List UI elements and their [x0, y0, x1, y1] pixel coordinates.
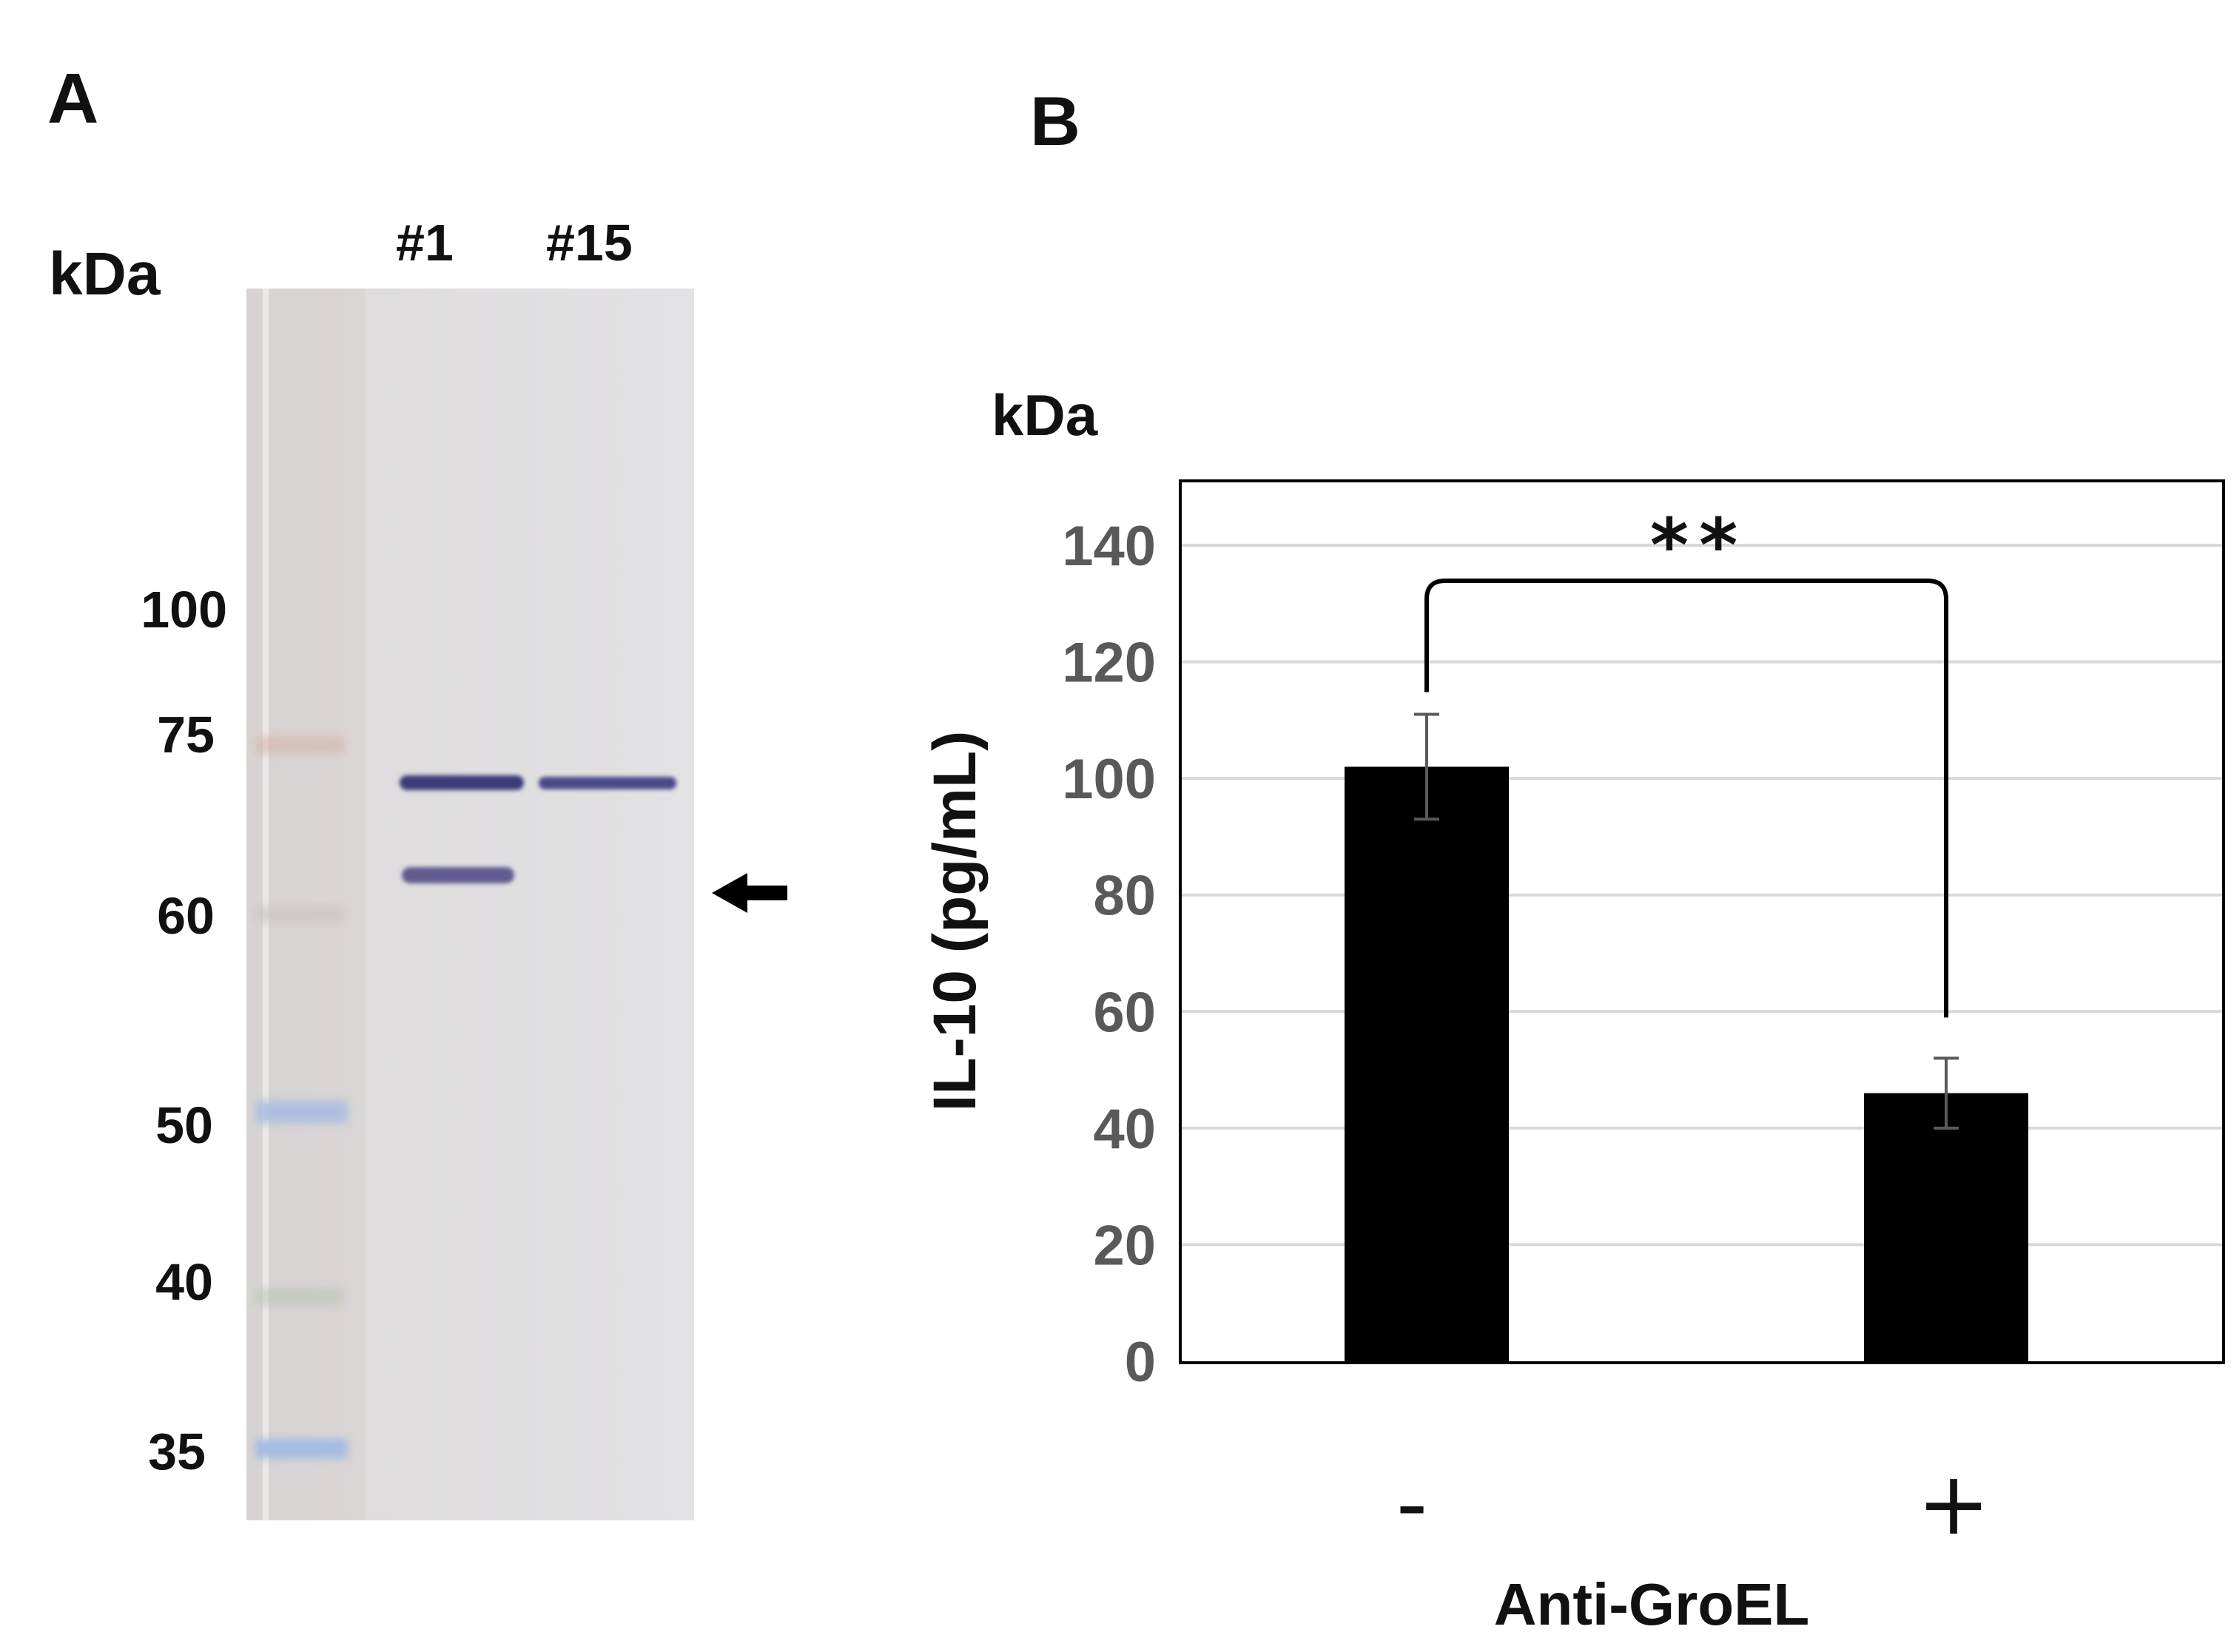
- membrane-edge: [263, 289, 269, 1520]
- lane-label-15: #15: [546, 214, 633, 272]
- mw-marker-40: 40: [155, 1253, 213, 1311]
- band-lane1-lower: [402, 867, 514, 883]
- panel-b-corner-label: kDa: [992, 382, 1098, 448]
- ladder-band-75: [255, 736, 344, 754]
- bar: [1864, 1093, 2028, 1361]
- y-tick-label: 60: [1093, 981, 1156, 1044]
- panel-a-letter: A: [47, 59, 99, 138]
- y-tick-label: 0: [1125, 1331, 1156, 1394]
- y-tick-label: 100: [1062, 748, 1156, 811]
- y-tick-label: 40: [1093, 1098, 1156, 1161]
- x-axis-label: Anti-GroEL: [1494, 1571, 1810, 1637]
- panel-b-letter: B: [1030, 82, 1080, 160]
- plot-frame: [1179, 479, 2225, 1364]
- mw-marker-60: 60: [157, 887, 215, 945]
- x-category-label: -: [1396, 1452, 1428, 1554]
- significance-bracket: [1424, 579, 1948, 1018]
- x-category-label: +: [1917, 1452, 1991, 1554]
- y-tick-label: 80: [1093, 865, 1156, 928]
- y-tick-label: 140: [1062, 515, 1156, 578]
- band-lane15-upper: [539, 777, 676, 789]
- ladder-band-40: [255, 1287, 344, 1307]
- error-bar: [1934, 1056, 1959, 1130]
- significance-marker: **: [1650, 502, 1749, 589]
- kda-label: kDa: [49, 240, 161, 308]
- ladder-band-50: [255, 1101, 348, 1123]
- band-lane1-upper: [400, 775, 524, 790]
- bar: [1345, 766, 1509, 1361]
- mw-marker-75: 75: [157, 706, 215, 763]
- mw-marker-100: 100: [141, 581, 227, 638]
- mw-marker-50: 50: [155, 1096, 213, 1154]
- ladder-band-60: [255, 906, 344, 923]
- mw-marker-35: 35: [148, 1423, 206, 1480]
- y-tick-label: 120: [1062, 632, 1156, 695]
- error-bar: [1414, 712, 1439, 821]
- ladder-band-35: [255, 1439, 348, 1458]
- y-tick-label: 20: [1093, 1214, 1156, 1277]
- y-axis-label: IL-10 (pg/mL): [921, 731, 989, 1112]
- arrow-icon: [712, 873, 787, 913]
- lane-label-1: #1: [396, 214, 454, 272]
